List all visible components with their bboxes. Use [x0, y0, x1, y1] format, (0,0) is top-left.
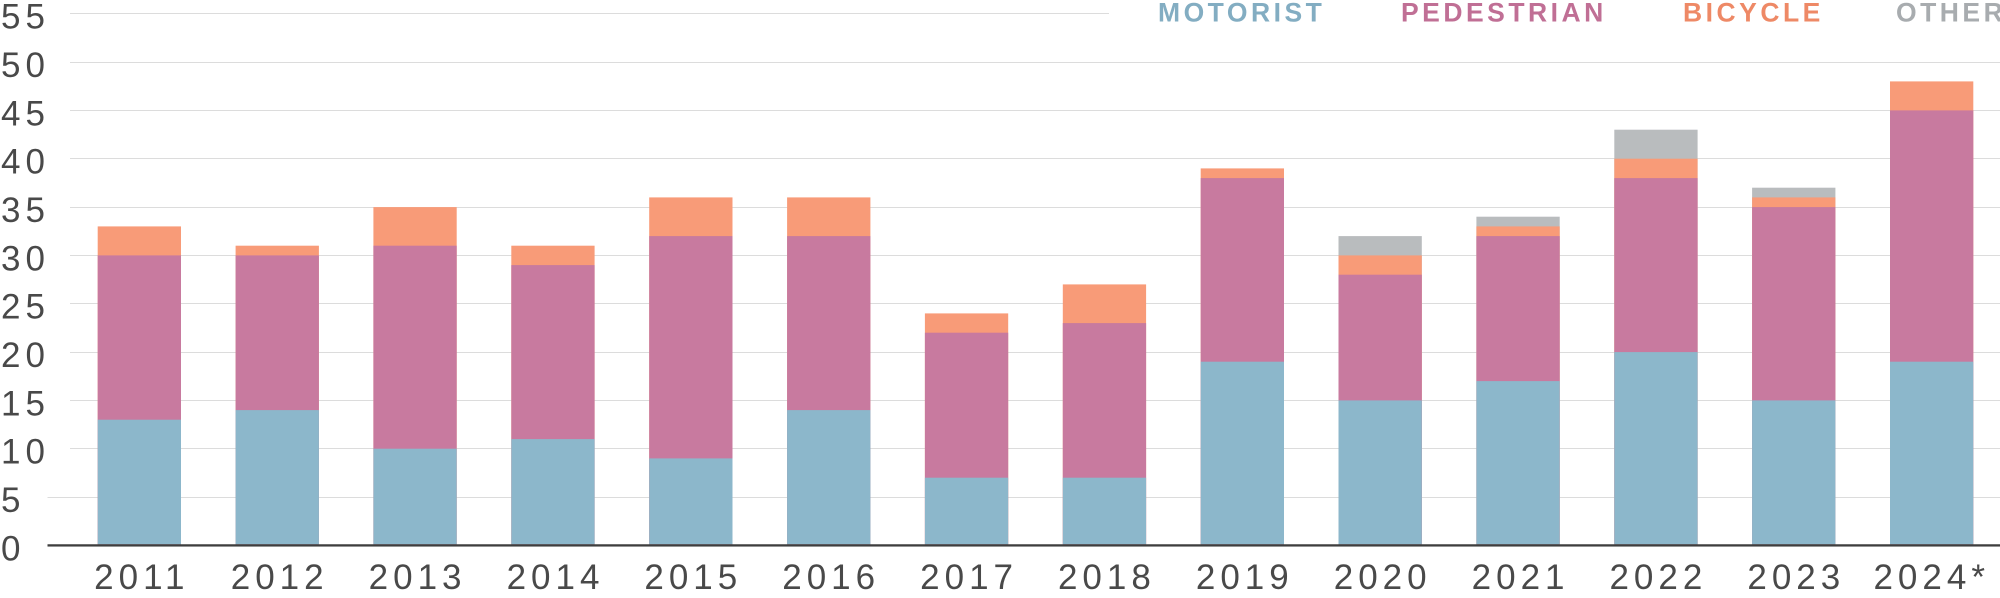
svg-text:2019: 2019: [1196, 558, 1294, 597]
svg-text:35: 35: [1, 191, 50, 230]
svg-text:2016: 2016: [782, 558, 880, 597]
svg-text:MOTORIST: MOTORIST: [1158, 0, 1325, 27]
svg-text:2020: 2020: [1334, 558, 1432, 597]
svg-text:2024*: 2024*: [1873, 558, 1989, 597]
svg-text:0: 0: [1, 529, 25, 568]
svg-text:40: 40: [1, 143, 50, 182]
svg-text:2017: 2017: [920, 558, 1018, 597]
svg-text:2014: 2014: [507, 558, 605, 597]
svg-text:55: 55: [1, 0, 50, 37]
svg-text:PEDESTRIAN: PEDESTRIAN: [1401, 0, 1607, 27]
svg-text:2012: 2012: [231, 558, 329, 597]
svg-text:2013: 2013: [369, 558, 467, 597]
svg-text:15: 15: [1, 384, 50, 423]
svg-text:25: 25: [1, 288, 50, 327]
svg-text:2018: 2018: [1058, 558, 1156, 597]
svg-text:2011: 2011: [94, 558, 189, 597]
svg-text:2015: 2015: [644, 558, 742, 597]
svg-text:5: 5: [1, 481, 25, 520]
svg-text:2021: 2021: [1472, 558, 1570, 597]
svg-text:BICYCLE: BICYCLE: [1683, 0, 1824, 27]
svg-text:10: 10: [1, 433, 50, 472]
svg-text:2023: 2023: [1747, 558, 1845, 597]
svg-text:20: 20: [1, 336, 50, 375]
svg-text:50: 50: [1, 46, 50, 85]
svg-text:45: 45: [1, 94, 50, 133]
svg-text:2022: 2022: [1609, 558, 1707, 597]
svg-text:OTHER: OTHER: [1896, 0, 2000, 27]
svg-text:30: 30: [1, 239, 50, 278]
